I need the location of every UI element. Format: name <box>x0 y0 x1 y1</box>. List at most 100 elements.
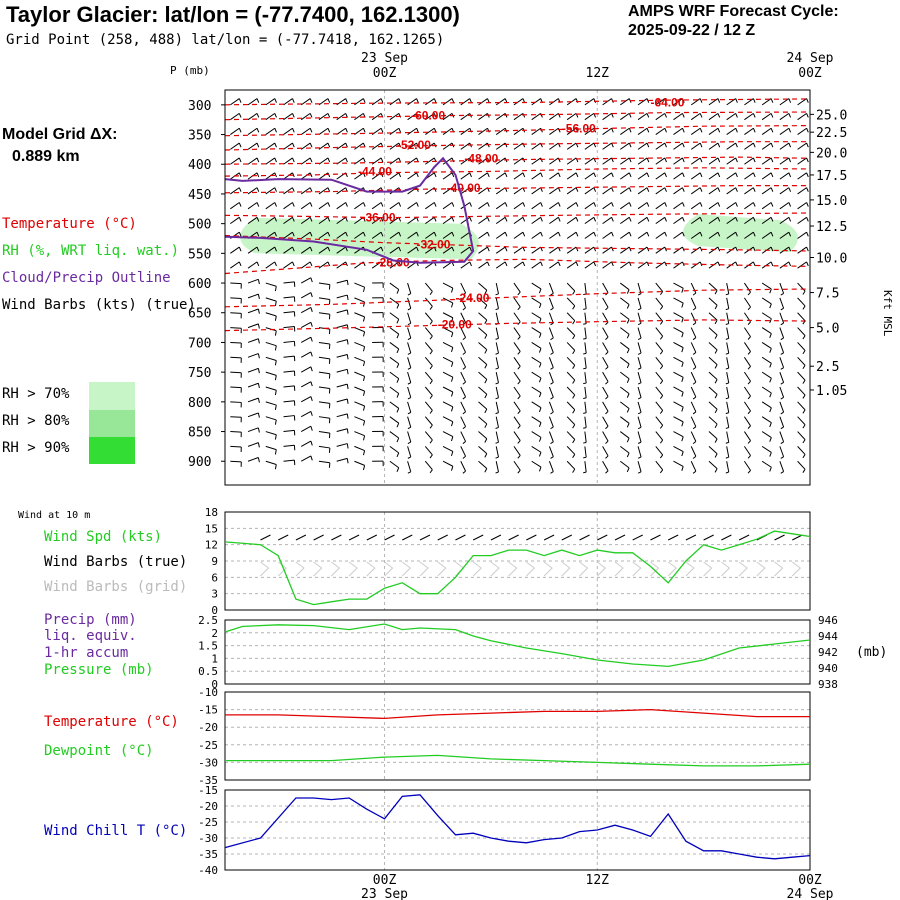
wind-barb <box>407 386 412 400</box>
wind-barb <box>531 282 542 294</box>
wind-barb <box>230 202 242 210</box>
wind-barb <box>779 431 785 445</box>
temperature-contour <box>224 234 811 252</box>
wind-barb <box>744 172 756 180</box>
wind-barb <box>318 356 331 364</box>
wind-10m-grid-barb <box>472 561 482 577</box>
wind-barb <box>583 297 587 310</box>
wind-barb <box>566 386 576 399</box>
wind-barb <box>566 202 579 210</box>
wind-barb <box>655 371 664 385</box>
wind-barb <box>442 231 455 239</box>
wind-barb <box>247 323 260 329</box>
wind-barb <box>425 231 437 239</box>
wind-barb <box>424 282 433 295</box>
temperature-contour <box>224 98 811 106</box>
wind-barb <box>779 231 792 239</box>
legend-wind-chill: Wind Chill T (°C) <box>44 823 188 839</box>
wind-barb <box>673 431 684 442</box>
wind-barb <box>407 172 419 180</box>
wind-barb <box>655 312 664 325</box>
precip-panel-ytick-label: 1.5 <box>198 640 218 653</box>
wind-barb <box>460 357 467 370</box>
wind-panel-ytick-label: 0 <box>211 604 218 617</box>
temperature-contour-label: -24.00 <box>455 291 489 305</box>
temperature-contour-label: -28.00 <box>376 255 410 269</box>
wind-barb <box>725 461 730 474</box>
wind-barb <box>513 342 521 355</box>
wind-barb <box>495 246 508 254</box>
wind-10m-barb <box>260 534 271 541</box>
wind-barb <box>389 157 402 165</box>
wind-10m-barb <box>579 534 590 541</box>
wind-10m-grid-barb <box>384 561 394 577</box>
wind-barb <box>478 401 488 414</box>
wind-barb <box>389 282 400 294</box>
height-axis-label: Kft MSL <box>881 290 894 337</box>
wind-10m-grid-barb <box>490 561 500 577</box>
wind-barb <box>531 342 542 353</box>
wind-barb <box>673 157 685 165</box>
wind-10m-grid-barb <box>756 561 766 577</box>
wind-barb <box>761 216 774 225</box>
wind-barb <box>708 202 721 210</box>
wind-barb <box>407 327 412 341</box>
pressure-right-tick-label: 940 <box>818 662 838 675</box>
wind-barb <box>797 142 809 150</box>
wind-barb <box>336 246 348 254</box>
wind-barb <box>566 261 579 269</box>
wind-barb <box>797 431 806 444</box>
wind-barb <box>602 261 614 269</box>
wind-barb <box>548 461 554 474</box>
upper-air-frame <box>224 89 811 486</box>
wind-barb <box>442 386 454 397</box>
wind-barb <box>531 127 543 135</box>
wind-barb <box>424 431 433 444</box>
wind-barb <box>283 444 296 451</box>
wind-barb <box>336 142 348 150</box>
wind-barb <box>673 282 684 293</box>
wind-barb <box>460 342 467 355</box>
wind-barb <box>655 246 667 254</box>
grid-point-label: Grid Point (258, 488) lat/lon = (-77.741… <box>6 32 445 48</box>
wind-barb <box>602 357 609 370</box>
wind-barb <box>761 157 774 165</box>
wind-barb <box>495 461 499 474</box>
wind-barb <box>407 312 412 326</box>
wind-barb <box>726 202 738 210</box>
wind-barb <box>726 172 738 180</box>
wind-barb <box>442 371 454 382</box>
wind-barb <box>354 445 366 456</box>
wind-barb <box>283 355 296 362</box>
wind-barb <box>318 371 331 379</box>
wind-barb <box>407 342 412 355</box>
wind-barb <box>300 112 313 121</box>
wind-barb <box>548 357 554 370</box>
temp-panel-ytick-label: -35 <box>198 774 218 787</box>
wind-barb <box>300 396 313 403</box>
wind-barb <box>655 216 667 225</box>
wind-10m-barb <box>508 534 519 541</box>
wind-barb <box>690 127 703 135</box>
wind-barb <box>372 312 384 318</box>
wind-barb <box>495 446 499 459</box>
wind-10m-grid-barb <box>295 561 305 577</box>
wind-barb <box>230 356 242 363</box>
wind-barb <box>247 457 260 463</box>
pressure-tick-label: 400 <box>188 158 211 173</box>
wind-barb <box>495 416 499 429</box>
wind-10m-grid-barb <box>721 561 731 577</box>
wind-barb <box>460 416 467 430</box>
wind-barb <box>655 127 667 135</box>
wind-barb <box>354 371 366 382</box>
wind-barb <box>513 327 521 340</box>
wind-barb <box>513 127 526 135</box>
wind-barb <box>725 416 730 429</box>
pressure-tick-label: 450 <box>188 188 211 203</box>
wind-barb <box>655 187 667 195</box>
wind-barb <box>442 460 454 471</box>
wind-barb <box>637 172 650 180</box>
temperature-contour <box>224 167 811 177</box>
wind-10m-barb <box>614 534 626 541</box>
wind-barb <box>531 401 542 413</box>
